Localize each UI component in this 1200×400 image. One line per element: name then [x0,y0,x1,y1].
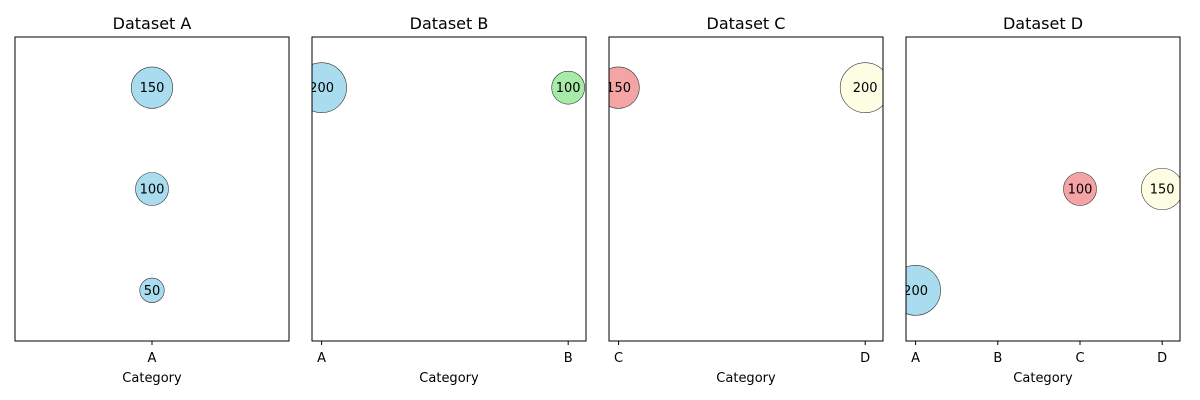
bubble [312,62,347,113]
bubble [1141,167,1180,211]
x-axis-label: Category [716,371,776,386]
bubble-label: 100 [140,183,165,198]
subplot-title: Dataset D [1003,14,1083,33]
plot-area: 200 100 150 [903,167,1180,316]
subplot-title: Dataset C [707,14,786,33]
axes-frame [311,36,587,342]
x-tick-label: C [614,351,623,366]
bubble [906,265,941,316]
bubble-label: 150 [140,81,165,96]
x-tick-label: B [993,351,1002,366]
plot-area: 150 100 50 [130,66,174,303]
x-tick-label: B [564,351,573,366]
bubble [1063,172,1097,206]
subplot-4: Dataset D 200 100 150 A B C D Category [903,14,1181,386]
bubble-label: 200 [309,81,334,96]
x-axis-label: Category [419,371,479,386]
subplot-1: Dataset A 150 100 50 A Category [14,14,290,386]
bubble-label: 150 [606,81,631,96]
subplot-2: Dataset B 200 100 A B Category [309,14,587,386]
bubble [609,66,640,109]
bubble-label: 150 [1150,183,1175,198]
x-tick-label: D [1157,351,1167,366]
subplot-title: Dataset A [113,14,192,33]
bubble-label: 100 [1068,183,1093,198]
x-tick-label: C [1075,351,1084,366]
x-axis-label: Category [122,371,182,386]
x-tick-label: A [148,351,157,366]
axes-frame [905,36,1181,342]
bubble-label: 100 [556,81,581,96]
subplot-3: Dataset C 150 200 C D Category [606,14,884,386]
x-tick-label: A [317,351,326,366]
x-tick-label: A [911,351,920,366]
bubble-label: 200 [853,81,878,96]
plot-area: 150 200 [606,62,883,113]
x-tick-label: D [860,351,870,366]
plot-area: 200 100 [309,62,585,113]
axes-frame [608,36,884,342]
bubble [551,70,585,105]
subplot-title: Dataset B [410,14,489,33]
bubble [139,277,165,303]
bubble [130,66,174,109]
bubble [135,172,169,206]
bubble-label: 200 [903,284,928,299]
x-axis-label: Category [1013,371,1073,386]
bubble [839,62,883,113]
bubble-label: 50 [144,284,161,299]
